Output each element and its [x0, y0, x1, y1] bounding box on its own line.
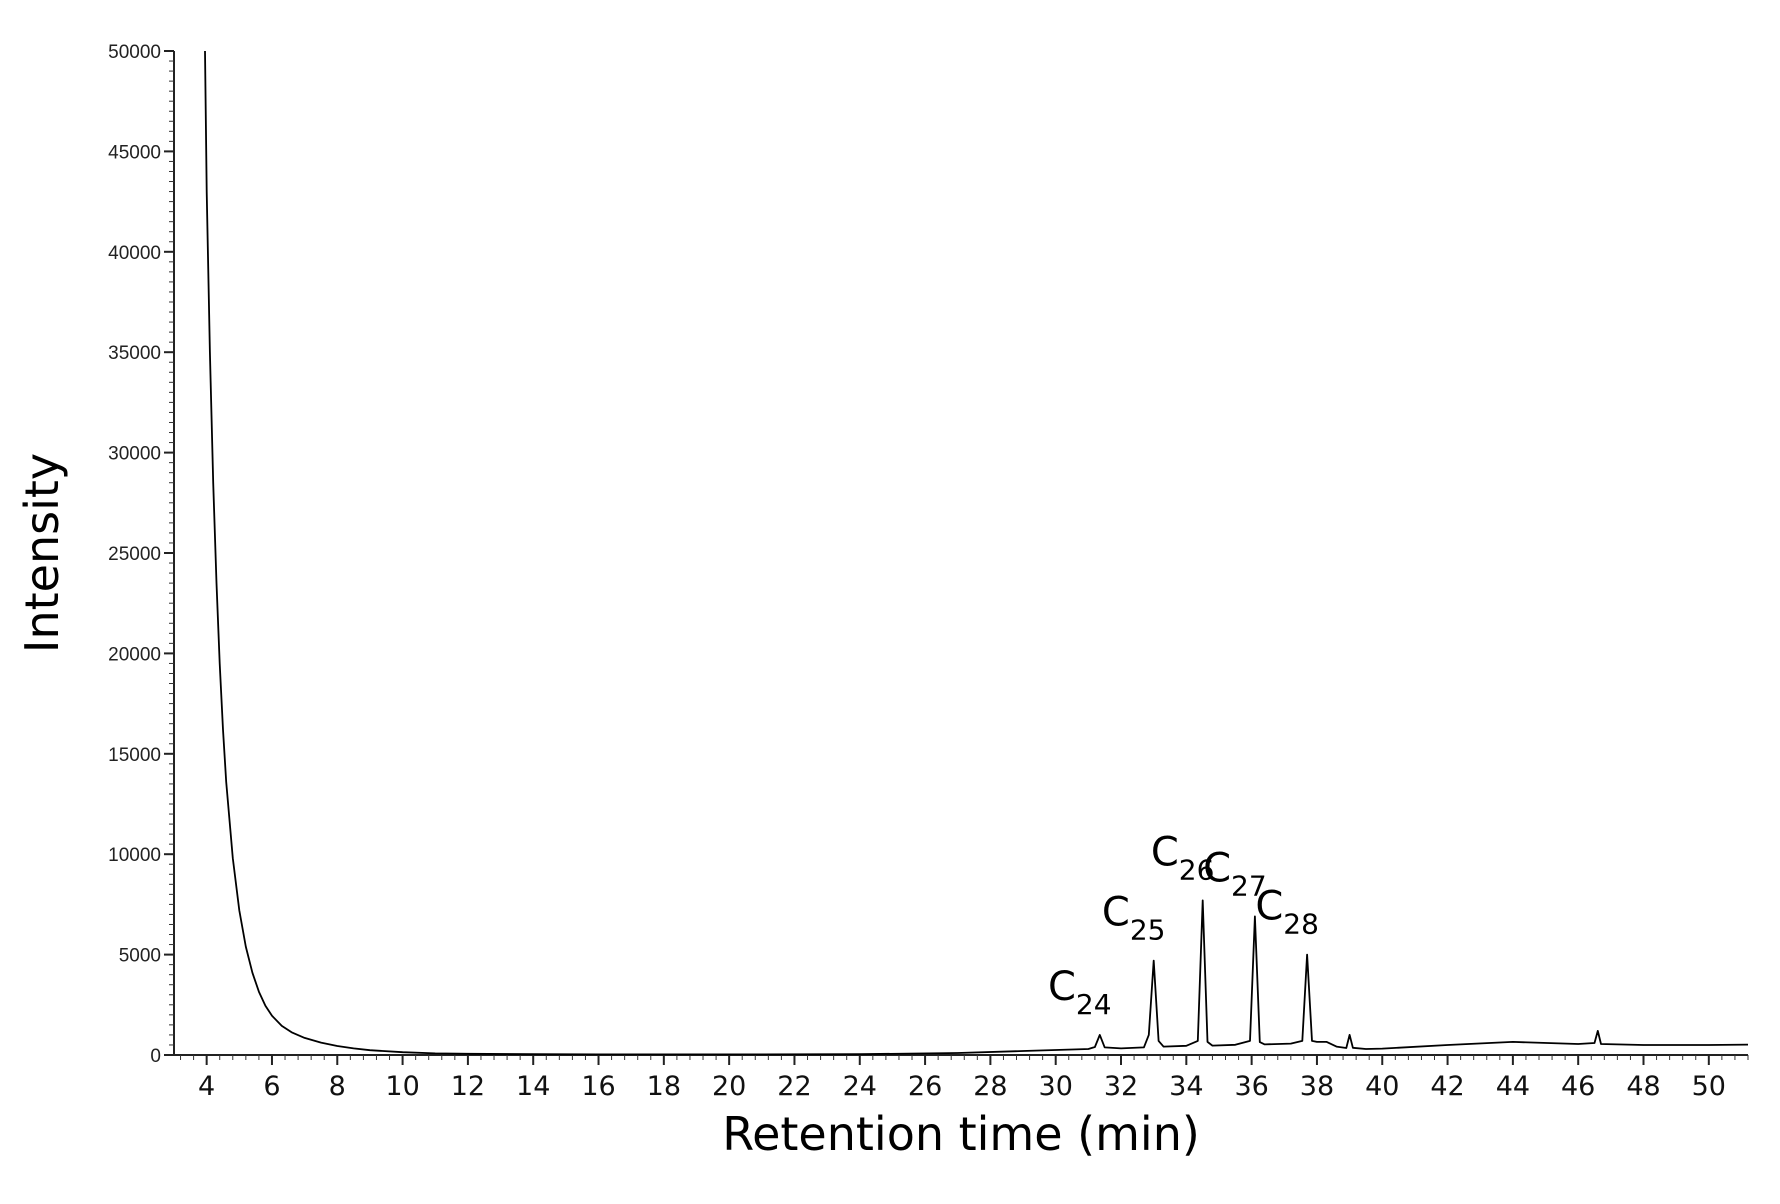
- y-tick-label: 35000: [108, 343, 161, 364]
- y-tick-label: 0: [150, 1046, 161, 1067]
- peak-label: C27: [1203, 845, 1267, 902]
- x-tick-label: 8: [329, 1071, 346, 1102]
- x-tick-label: 6: [263, 1071, 280, 1102]
- x-tick-label: 32: [1104, 1071, 1138, 1102]
- x-tick-label: 46: [1561, 1071, 1595, 1102]
- y-axis: 0 5000 10000 15000 20000 25000 30000 35000 40000…: [108, 42, 175, 1067]
- peak-label: C24: [1048, 964, 1112, 1021]
- x-tick-label: 28: [973, 1071, 1007, 1102]
- x-tick-label: 16: [581, 1071, 615, 1102]
- y-tick-label: 15000: [108, 745, 161, 766]
- x-axis-title: Retention time (min): [722, 1107, 1200, 1161]
- series-line: [204, 50, 1749, 1056]
- x-tick-label: 14: [516, 1071, 550, 1102]
- chromatogram-trace: [204, 50, 1749, 1056]
- y-tick-label: 25000: [108, 544, 161, 565]
- x-tick-label: 42: [1430, 1071, 1464, 1102]
- x-tick-label: 34: [1169, 1071, 1203, 1102]
- x-tick-label: 24: [843, 1071, 877, 1102]
- peak-label: C26: [1151, 829, 1215, 886]
- peak-label: C28: [1255, 884, 1319, 941]
- x-tick-label: 40: [1365, 1071, 1399, 1102]
- x-tick-label: 20: [712, 1071, 746, 1102]
- x-tick-label: 4: [198, 1071, 215, 1102]
- x-tick-label: 44: [1496, 1071, 1530, 1102]
- x-axis: 4 6 8 10 12 14 16 18 20 22 24 26 28 30 32 34 36 38 40 42 44 4…: [174, 1054, 1749, 1102]
- x-tick-label: 30: [1039, 1071, 1073, 1102]
- x-tick-label: 36: [1234, 1071, 1268, 1102]
- y-tick-label: 40000: [108, 243, 161, 264]
- y-tick-label: 50000: [108, 42, 161, 63]
- y-tick-label: 45000: [108, 142, 161, 163]
- x-tick-label: 50: [1692, 1071, 1726, 1102]
- y-tick-label: 10000: [108, 845, 161, 866]
- x-tick-label: 38: [1300, 1071, 1334, 1102]
- x-tick-label: 22: [777, 1071, 811, 1102]
- y-tick-label: 20000: [108, 644, 161, 665]
- x-tick-label: 10: [385, 1071, 419, 1102]
- x-tick-label: 48: [1626, 1071, 1660, 1102]
- x-tick-label: 12: [451, 1071, 485, 1102]
- y-tick-label: 5000: [119, 946, 161, 967]
- x-tick-label: 26: [908, 1071, 942, 1102]
- y-tick-label: 30000: [108, 444, 161, 465]
- y-axis-title: Intensity: [15, 453, 69, 653]
- peak-label: C25: [1102, 890, 1166, 947]
- x-tick-label: 18: [647, 1071, 681, 1102]
